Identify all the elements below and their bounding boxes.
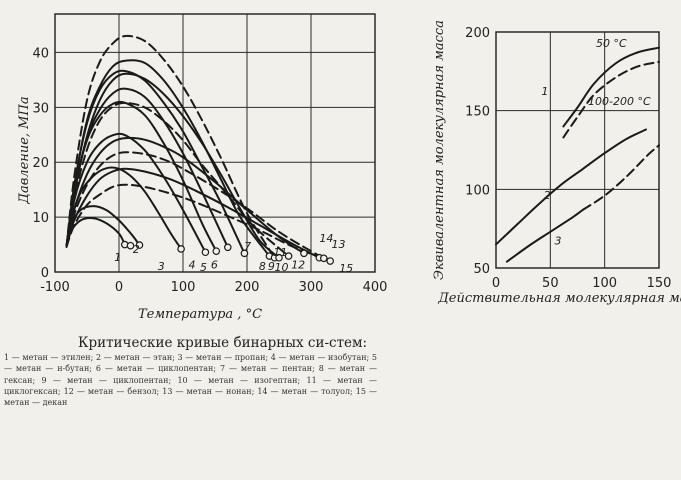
curve-label: 12	[291, 259, 305, 272]
critical-point-marker	[212, 247, 221, 255]
series-line-10	[65, 72, 280, 259]
critical-point-marker	[224, 243, 232, 252]
y-tick-label: 20	[32, 156, 49, 171]
y-tick-label: 0	[41, 266, 49, 281]
y-tick-label: 100	[465, 183, 490, 198]
right-y-tick-labels: 50 100 150 200	[465, 26, 490, 277]
x-tick-label: -100	[40, 280, 70, 295]
critical-point-marker	[201, 248, 210, 257]
critical-point-marker	[319, 254, 328, 263]
right-curve-label: 3	[554, 234, 561, 247]
right-x-tick-labels: 0 50 100 150	[492, 276, 672, 291]
annotation-100-200c: 100-200 °С	[588, 95, 651, 108]
x-tick-label: 300	[299, 280, 324, 295]
y-tick-label: 200	[465, 26, 490, 41]
left-plot-series	[65, 34, 332, 262]
curve-label: 11	[273, 246, 287, 259]
caption-title: Критические кривые бинарных си-стем:	[78, 335, 368, 351]
curve-label: 14	[319, 232, 333, 245]
critical-point-marker	[126, 241, 135, 250]
series-line-1	[65, 217, 126, 248]
critical-point-marker	[240, 249, 249, 258]
x-tick-label: 100	[592, 276, 617, 291]
left-plot-frame	[54, 13, 376, 273]
left-y-tick-labels: 0 10 20 30 40	[32, 46, 49, 281]
series-line-15	[65, 183, 332, 262]
curve-label: 8	[259, 260, 266, 273]
series-line-13	[65, 151, 325, 260]
x-tick-label: 0	[115, 280, 123, 295]
x-tick-label: 100	[171, 280, 196, 295]
critical-point-marker	[275, 253, 283, 262]
series-line-3	[581, 144, 660, 211]
curve-label: 13	[332, 238, 346, 251]
series-line-12	[65, 136, 305, 255]
critical-point-marker	[326, 257, 335, 265]
y-tick-label: 10	[32, 211, 49, 226]
series-line-3	[505, 208, 584, 263]
series-line-11	[65, 101, 290, 258]
y-tick-label: 40	[32, 46, 49, 61]
curve-label: 7	[244, 240, 251, 253]
right-x-axis-label: Действительная молекулярная масса	[437, 291, 681, 306]
curve-label: 9	[268, 260, 275, 273]
left-plot-grid	[55, 14, 375, 272]
critical-point-marker	[300, 249, 308, 258]
series-line-4	[65, 132, 207, 254]
curve-label: 4	[188, 259, 195, 272]
x-tick-label: 150	[647, 276, 672, 291]
series-line-1	[562, 46, 660, 128]
critical-point-marker	[284, 252, 293, 260]
series-line-2	[495, 128, 647, 246]
curve-label: 2	[133, 243, 140, 256]
left-x-tick-labels: -100 0 100 200 300 400	[40, 280, 387, 295]
curve-label: 6	[211, 259, 218, 272]
annotation-50c: 50 °С	[596, 37, 627, 50]
right-curve-label: 2	[544, 189, 551, 202]
y-tick-label: 30	[32, 101, 49, 116]
left-y-axis-label: Давление, МПа	[17, 96, 32, 204]
series-line-8	[65, 59, 271, 258]
right-plot-frame	[495, 31, 660, 269]
right-curve-label: 1	[541, 85, 548, 98]
curve-label: 10	[275, 261, 289, 274]
figure-caption: Критические кривые бинарных си-стем: 1 —…	[0, 335, 381, 408]
series-line-14	[65, 167, 321, 259]
x-tick-label: 50	[542, 276, 559, 291]
y-tick-label: 50	[473, 262, 490, 277]
x-tick-label: 0	[492, 276, 500, 291]
x-tick-label: 200	[235, 280, 260, 295]
right-y-axis-label: Эквивалентная молекулярная масса	[432, 20, 447, 280]
caption-legend: 1 — метан — этилен; 2 — метан — этан; 3 …	[4, 353, 377, 408]
curve-label: 15	[339, 262, 353, 275]
right-curve-labels: 1 2 3	[541, 85, 561, 247]
right-plot-series	[495, 46, 660, 263]
critical-point-marker	[177, 245, 185, 253]
x-tick-label: 400	[363, 280, 388, 295]
left-critical-points	[120, 240, 335, 265]
series-line-1	[562, 60, 660, 139]
curve-label: 1	[114, 251, 121, 264]
left-x-axis-label: Температура , °С	[138, 307, 262, 322]
curve-label: 3	[158, 260, 165, 273]
curve-label: 5	[200, 261, 207, 274]
critical-point-marker	[135, 241, 144, 249]
y-tick-label: 150	[465, 105, 490, 120]
series-line-9	[65, 34, 276, 259]
